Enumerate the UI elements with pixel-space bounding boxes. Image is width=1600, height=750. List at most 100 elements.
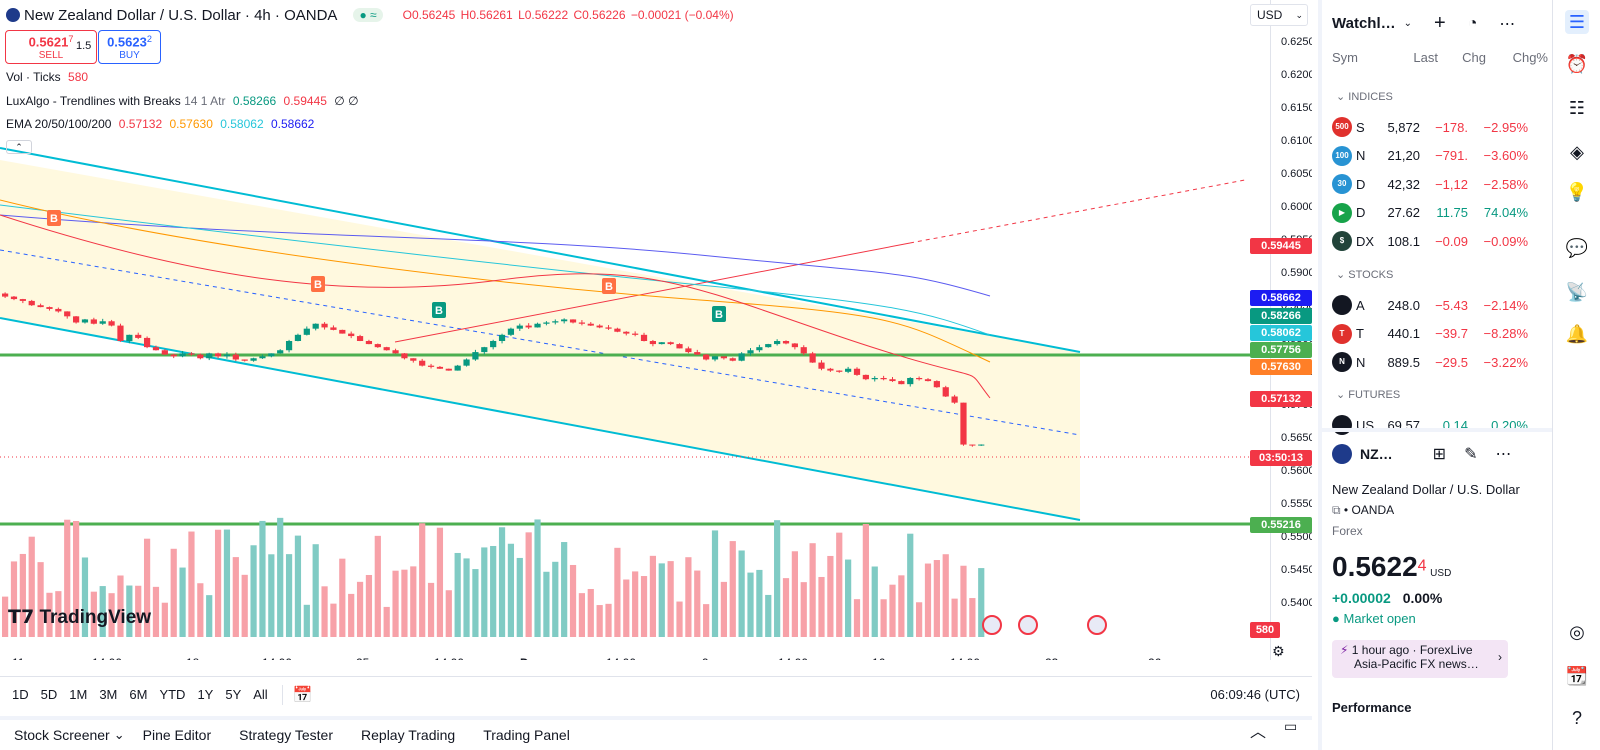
tradingview-watermark: 𝗧𝟳 TradingView <box>8 606 151 629</box>
indices-section[interactable]: ⌄ INDICES <box>1336 90 1393 103</box>
volume-bar <box>587 588 594 637</box>
watchlist-row[interactable]: A 248.0 −5.43 −2.14% <box>1332 292 1552 318</box>
chart-toggle-icon[interactable]: ● ≈ <box>353 8 383 22</box>
calendar-icon[interactable]: 📆 <box>1565 666 1589 686</box>
add-symbol-icon[interactable]: + <box>1434 12 1446 34</box>
sell-price-sup: 7 <box>68 34 74 44</box>
chevron-down-icon[interactable]: ⌄ <box>1403 18 1413 29</box>
collapse-legend-icon[interactable]: ⌃ <box>6 140 32 154</box>
layers-icon[interactable]: ◈ <box>1570 142 1584 162</box>
futures-section[interactable]: ⌄ FUTURES <box>1336 388 1400 401</box>
buy-button[interactable]: 0.56232 BUY <box>98 30 161 64</box>
hotlists-icon[interactable]: ◎ <box>1569 622 1585 642</box>
external-link-icon[interactable]: ⧉ <box>1332 503 1341 517</box>
details-exchange[interactable]: OANDA <box>1351 503 1395 517</box>
watchlist-column-header[interactable]: Sym <box>1332 50 1358 65</box>
date-range-icon[interactable]: 📅 <box>281 684 313 705</box>
ideas-icon[interactable]: 💡 <box>1565 182 1589 202</box>
candle-body <box>871 377 878 380</box>
advanced-view-icon[interactable]: ◔ <box>1467 14 1478 32</box>
footer-tab[interactable]: Stock Screener <box>14 727 110 743</box>
range-button[interactable]: 1D <box>12 687 29 702</box>
chevron-down-icon[interactable]: ⌄ <box>113 727 125 742</box>
ema-200-line <box>0 214 991 297</box>
watchlist-title[interactable]: Watchl… <box>1332 15 1396 32</box>
range-button[interactable]: 5Y <box>225 687 242 702</box>
price-chart[interactable]: B B B B B <box>0 0 1312 660</box>
chat-icon[interactable]: 💬 <box>1565 238 1589 258</box>
candle-body <box>321 323 328 328</box>
range-button[interactable]: 5D <box>40 687 58 702</box>
notifications-bell-icon[interactable]: 🔔 <box>1565 324 1589 344</box>
footer-tab[interactable]: Trading Panel <box>483 727 570 743</box>
chart-pane[interactable]: B B B B B New Zealand Dollar / U.S. Doll… <box>0 0 1312 660</box>
luxalgo-legend[interactable]: LuxAlgo - Trendlines with Breaks 14 1 At… <box>6 94 359 108</box>
symbol-title[interactable]: New Zealand Dollar / U.S. Dollar · 4h · … <box>24 6 338 24</box>
candle-body <box>197 354 204 359</box>
candle-body <box>454 365 461 371</box>
currency-select[interactable]: USD ⌄ <box>1250 4 1308 26</box>
candle-body <box>649 340 657 345</box>
divider <box>1322 428 1556 432</box>
time-axis[interactable]: 11 14:00 18 14:00 25 14:00 Dec 14:00 9 14:00 16 14:… <box>0 652 1312 660</box>
streams-icon[interactable]: 📡 <box>1565 282 1589 302</box>
us-event-icon[interactable] <box>982 615 1002 635</box>
range-button[interactable]: YTD <box>159 687 186 702</box>
watchlist-row[interactable]: N N 889.5 −29.5 −3.22% <box>1332 349 1552 375</box>
object-tree-icon[interactable]: ☷ <box>1568 98 1586 118</box>
candle-body <box>498 334 506 341</box>
watchlist-chgp: −0.09% <box>1483 233 1528 249</box>
range-button[interactable]: 1Y <box>197 687 214 702</box>
watchlist-icon[interactable]: ☰ <box>1565 10 1589 34</box>
footer-tab[interactable]: Replay Trading <box>361 727 456 743</box>
candle-body <box>880 377 887 380</box>
ema-legend[interactable]: EMA 20/50/100/200 0.57132 0.57630 0.5806… <box>6 117 314 131</box>
volume-bar <box>862 523 869 637</box>
watchlist-row[interactable]: ▶ D 27.62 11.75 74.04% <box>1332 200 1552 226</box>
us-event-icon[interactable] <box>1087 615 1107 635</box>
time-axis-label: 9 <box>702 656 709 660</box>
watchlist-row[interactable]: 500 S 5,872 −178. −2.95% <box>1332 114 1552 140</box>
candle-body <box>951 396 958 403</box>
volume-bar <box>685 557 692 637</box>
alarm-clock-icon[interactable]: ⏰ <box>1565 54 1589 74</box>
volume-bar <box>933 560 940 637</box>
luxalgo-value-1: 0.58266 <box>232 94 277 108</box>
watchlist-row[interactable]: 30 D 42,32 −1,12 −2.58% <box>1332 171 1552 197</box>
watchlist-row[interactable]: T T 440.1 −39.7 −8.28% <box>1332 321 1552 347</box>
range-button[interactable]: 3M <box>99 687 118 702</box>
volume-legend[interactable]: Vol · Ticks 580 <box>6 70 88 84</box>
candle-body <box>108 321 115 326</box>
maximize-panel-icon[interactable]: ▭ <box>1284 718 1298 734</box>
watchlist-row[interactable]: US 69.57 0.14 0.20% <box>1332 412 1552 438</box>
volume-bar <box>126 585 133 637</box>
us-event-icon[interactable] <box>1018 615 1038 635</box>
candle-body <box>241 359 248 361</box>
more-options-icon[interactable]: ⋯ <box>1499 15 1516 33</box>
symbol-header: New Zealand Dollar / U.S. Dollar · 4h · … <box>0 4 736 26</box>
watchlist-column-header[interactable]: Last <box>1413 50 1438 65</box>
watchlist-row[interactable]: $ DX 108.1 −0.09 −0.09% <box>1332 228 1552 254</box>
footer-tab[interactable]: Pine Editor <box>142 727 212 743</box>
news-card[interactable]: ⚡ 1 hour ago · ForexLive Asia-Pacific FX… <box>1332 640 1508 678</box>
range-button[interactable]: 1M <box>69 687 88 702</box>
chevron-down-icon: ⌄ <box>1336 269 1346 281</box>
watchlist-column-header[interactable]: Chg% <box>1512 50 1548 65</box>
utc-clock[interactable]: 06:09:46 (UTC) <box>1210 687 1300 702</box>
sell-button[interactable]: 0.56217 SELL <box>5 30 97 64</box>
settings-gear-icon[interactable]: ⚙ <box>1272 643 1285 659</box>
more-options-icon[interactable]: ⋯ <box>1495 446 1512 463</box>
collapse-panel-icon[interactable]: ︿ <box>1250 724 1267 741</box>
help-icon[interactable]: ? <box>1571 708 1582 728</box>
footer-tab[interactable]: Strategy Tester <box>239 727 334 743</box>
watchlist-row[interactable]: 100 N 21,20 −791. −3.60% <box>1332 143 1552 169</box>
grid-icon[interactable]: ⊞ <box>1432 446 1447 463</box>
watchlist-column-header[interactable]: Chg <box>1462 50 1486 65</box>
range-button[interactable]: 6M <box>129 687 148 702</box>
edit-icon[interactable]: ✎ <box>1464 446 1478 463</box>
range-button[interactable]: All <box>253 687 268 702</box>
details-symbol[interactable]: NZ… <box>1360 446 1393 462</box>
candle-body <box>720 356 727 359</box>
stocks-section[interactable]: ⌄ STOCKS <box>1336 268 1393 281</box>
